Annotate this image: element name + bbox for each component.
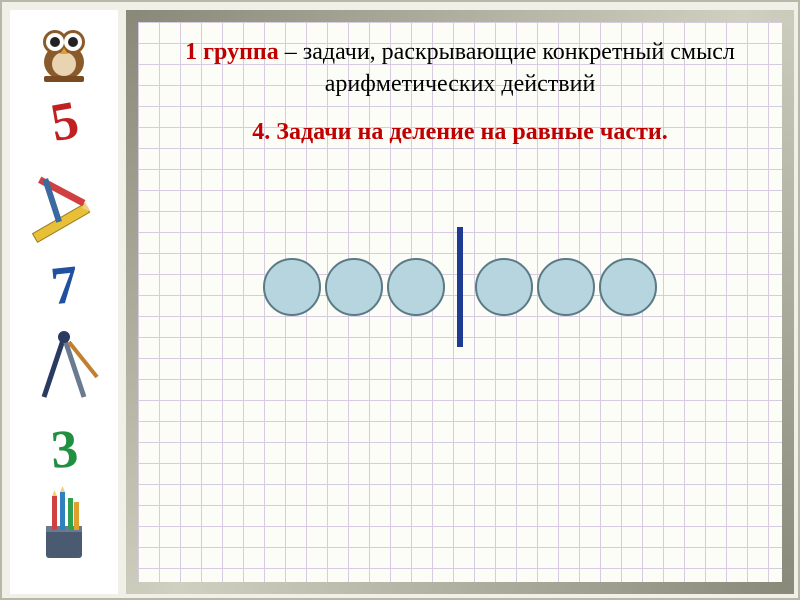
digit-7: 7 [14, 258, 114, 312]
diagram-circle [263, 258, 321, 316]
digit-5-label: 5 [46, 92, 82, 150]
digit-3-label: 3 [49, 421, 80, 477]
diagram-circle [387, 258, 445, 316]
division-diagram [138, 242, 782, 332]
slide-content: 1 группа – задачи, раскрывающие конкретн… [138, 22, 782, 582]
ruler-pencil-icon [14, 158, 114, 248]
digit-3: 3 [14, 422, 114, 476]
main-content-frame: 1 группа – задачи, раскрывающие конкретн… [126, 10, 794, 594]
compass-icon [14, 322, 114, 412]
diagram-circle [325, 258, 383, 316]
diagram-circle [475, 258, 533, 316]
title-group-label: 1 группа [185, 39, 279, 65]
decorative-sidebar: 5 7 3 [10, 10, 118, 594]
slide-outer-frame: 5 7 3 [0, 0, 800, 600]
digit-7-label: 7 [48, 257, 80, 314]
title-block: 1 группа – задачи, раскрывающие конкретн… [156, 36, 764, 101]
title-rest: – задачи, раскрывающие конкретный смысл … [279, 39, 735, 97]
diagram-circle [599, 258, 657, 316]
diagram-circle [537, 258, 595, 316]
owl-icon [14, 14, 114, 84]
pencil-cup-icon [14, 486, 114, 566]
subtitle: 4. Задачи на деление на равные части. [156, 119, 764, 146]
digit-5: 5 [14, 94, 114, 148]
diagram-divider [457, 227, 463, 347]
